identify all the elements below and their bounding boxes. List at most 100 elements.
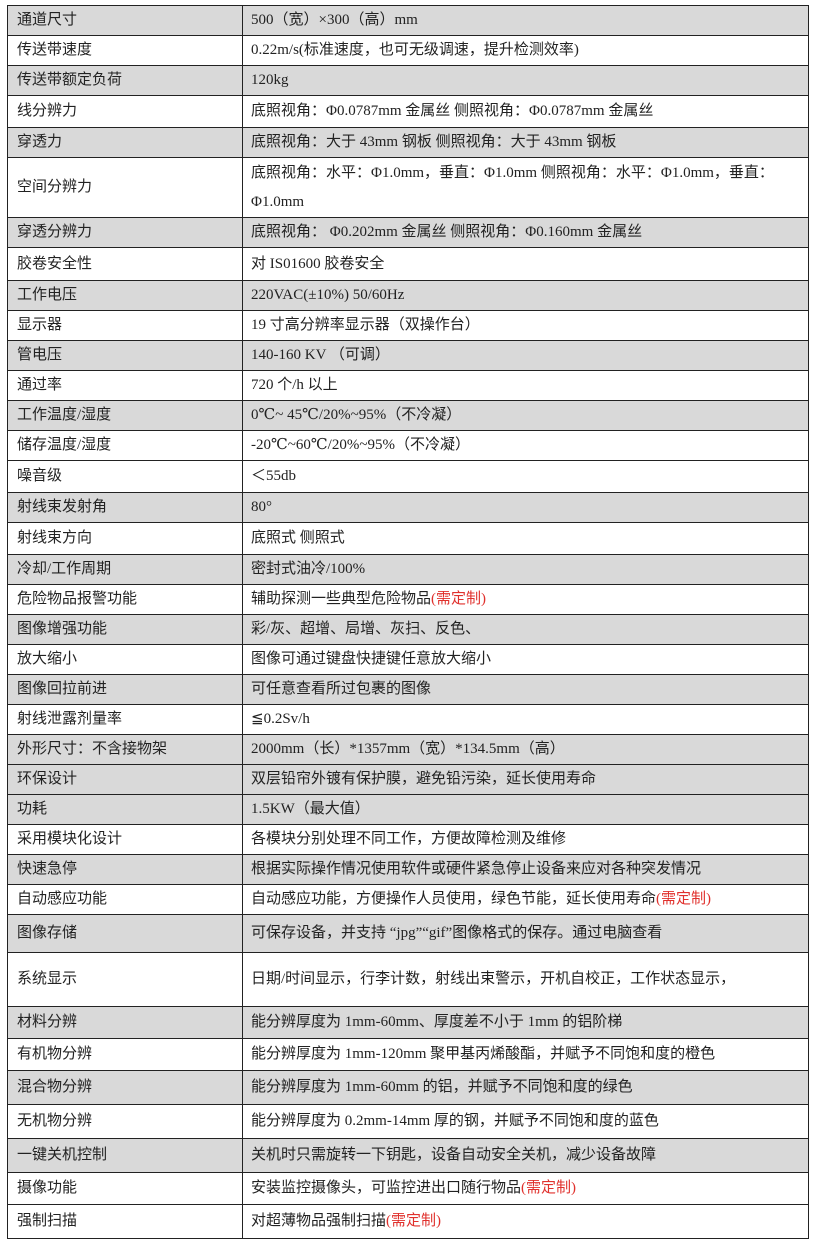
spec-label: 工作电压 [7,280,243,311]
spec-label: 无机物分辨 [7,1104,243,1139]
table-row: 一键关机控制 关机时只需旋转一下钥匙，设备自动安全关机，减少设备故障 [7,1138,809,1173]
table-row: 功耗 1.5KW（最大值） [7,794,809,825]
spec-label: 图像增强功能 [7,614,243,645]
spec-label: 工作温度/湿度 [7,400,243,431]
spec-value: -20℃~60℃/20%~95%（不冷凝） [251,437,470,453]
custom-order-note: (需定制) [431,591,487,607]
spec-label: 穿透分辨力 [7,217,243,248]
spec-label: 冷却/工作周期 [7,554,243,585]
custom-order-note: (需定制) [656,891,712,907]
spec-value-cell: 底照式 侧照式 [242,522,809,555]
table-row: 摄像功能 安装监控摄像头，可监控进出口随行物品(需定制) [7,1172,809,1205]
spec-value-cell: 500（宽）×300（高）mm [242,5,809,36]
spec-value: 底照视角：大于 43mm 钢板 侧照视角：大于 43mm 钢板 [251,134,617,150]
spec-value-cell: 120kg [242,65,809,96]
spec-value-cell: 底照视角：水平：Φ1.0mm，垂直：Φ1.0mm 侧照视角：水平：Φ1.0mm，… [242,157,809,218]
spec-value-cell: 1.5KW（最大值） [242,794,809,825]
spec-value: ＜55db [251,468,297,484]
spec-value-cell: ＜55db [242,460,809,493]
table-row: 储存温度/湿度 -20℃~60℃/20%~95%（不冷凝） [7,430,809,461]
spec-value-cell: 日期/时间显示，行李计数，射线出束警示，开机自校正，工作状态显示， [242,952,809,1007]
spec-value: 0℃~ 45℃/20%~95%（不冷凝） [251,407,462,423]
spec-value: 720 个/h 以上 [251,377,338,393]
spec-value-cell: 能分辨厚度为 1mm-120mm 聚甲基丙烯酸酯，并赋予不同饱和度的橙色 [242,1038,809,1071]
spec-value-cell: 双层铅帘外镀有保护膜，避免铅污染，延长使用寿命 [242,764,809,795]
table-row: 空间分辨力 底照视角：水平：Φ1.0mm，垂直：Φ1.0mm 侧照视角：水平：Φ1… [7,157,809,218]
spec-value: 能分辨厚度为 0.2mm-14mm 厚的钢，并赋予不同饱和度的蓝色 [251,1113,659,1129]
spec-value-cell: 0℃~ 45℃/20%~95%（不冷凝） [242,400,809,431]
spec-value: 安装监控摄像头，可监控进出口随行物品 [251,1180,522,1196]
spec-value-cell: 底照视角：Φ0.0787mm 金属丝 侧照视角：Φ0.0787mm 金属丝 [242,95,809,128]
spec-value: 1.5KW（最大值） [251,801,370,817]
custom-order-note: (需定制) [521,1180,577,1196]
spec-value: 120kg [251,72,289,88]
spec-label: 管电压 [7,340,243,371]
spec-label: 射线泄露剂量率 [7,704,243,735]
spec-label: 一键关机控制 [7,1138,243,1173]
spec-label: 外形尺寸：不含接物架 [7,734,243,765]
spec-value: 能分辨厚度为 1mm-60mm 的铝，并赋予不同饱和度的绿色 [251,1079,633,1095]
table-row: 图像存储 可保存设备，并支持 “jpg”“gif”图像格式的保存。通过电脑查看 [7,914,809,953]
spec-label: 采用模块化设计 [7,824,243,855]
spec-label: 快速急停 [7,854,243,885]
spec-value-cell: 2000mm（长）*1357mm（宽）*134.5mm（高） [242,734,809,765]
spec-value: 底照视角：Φ0.0787mm 金属丝 侧照视角：Φ0.0787mm 金属丝 [251,103,654,119]
table-row: 射线泄露剂量率 ≦0.2Sv/h [7,704,809,735]
spec-label: 射线束方向 [7,522,243,555]
spec-table-body: 通道尺寸 500（宽）×300（高）mm 传送带速度 0.22m/s(标准速度，也可无… [7,5,809,1239]
table-row: 放大缩小 图像可通过键盘快捷键任意放大缩小 [7,644,809,675]
spec-value-cell: 安装监控摄像头，可监控进出口随行物品(需定制) [242,1172,809,1205]
spec-value-cell: 0.22m/s(标准速度，也可无级调速，提升检测效率) [242,35,809,66]
spec-value: 2000mm（长）*1357mm（宽）*134.5mm（高） [251,741,565,757]
spec-value: 19 寸高分辨率显示器（双操作台） [251,317,480,333]
spec-label: 空间分辨力 [7,157,243,218]
spec-value-cell: -20℃~60℃/20%~95%（不冷凝） [242,430,809,461]
spec-value-cell: 关机时只需旋转一下钥匙，设备自动安全关机，减少设备故障 [242,1138,809,1173]
spec-value: 底照视角： Φ0.202mm 金属丝 侧照视角：Φ0.160mm 金属丝 [251,224,643,240]
spec-label: 图像存储 [7,914,243,953]
spec-value: 对 IS01600 胶卷安全 [251,255,385,272]
table-row: 射线束发射角 80° [7,492,809,523]
table-row: 材料分辨 能分辨厚度为 1mm-60mm、厚度差不小于 1mm 的铝阶梯 [7,1006,809,1039]
spec-value-cell: 对超薄物品强制扫描(需定制) [242,1204,809,1239]
spec-value: 根据实际操作情况使用软件或硬件紧急停止设备来应对各种突发情况 [251,861,702,877]
spec-table: 通道尺寸 500（宽）×300（高）mm 传送带速度 0.22m/s(标准速度，也可无… [7,5,809,1239]
spec-label: 材料分辨 [7,1006,243,1039]
spec-value: 密封式油冷/100% [251,561,366,577]
table-row: 无机物分辨 能分辨厚度为 0.2mm-14mm 厚的钢，并赋予不同饱和度的蓝色 [7,1104,809,1139]
table-row: 危险物品报警功能 辅助探测一些典型危险物品(需定制) [7,584,809,615]
spec-value-cell: 220VAC(±10%) 50/60Hz [242,280,809,311]
spec-value-cell: 彩/灰、超增、局增、灰扫、反色、 [242,614,809,645]
spec-label: 射线束发射角 [7,492,243,523]
spec-label: 胶卷安全性 [7,247,243,281]
spec-label: 通道尺寸 [7,5,243,36]
table-row: 环保设计 双层铅帘外镀有保护膜，避免铅污染，延长使用寿命 [7,764,809,795]
table-row: 线分辨力 底照视角：Φ0.0787mm 金属丝 侧照视角：Φ0.0787mm 金属… [7,95,809,128]
spec-label: 线分辨力 [7,95,243,128]
spec-value-cell: 各模块分别处理不同工作，方便故障检测及维修 [242,824,809,855]
table-row: 传送带额定负荷 120kg [7,65,809,96]
table-row: 系统显示 日期/时间显示，行李计数，射线出束警示，开机自校正，工作状态显示， [7,952,809,1007]
spec-value-cell: 可任意查看所过包裹的图像 [242,674,809,705]
table-row: 通道尺寸 500（宽）×300（高）mm [7,5,809,36]
spec-label: 摄像功能 [7,1172,243,1205]
table-row: 强制扫描 对超薄物品强制扫描(需定制) [7,1204,809,1239]
spec-value: 辅助探测一些典型危险物品 [251,591,432,607]
spec-value: 底照视角：水平：Φ1.0mm，垂直：Φ1.0mm 侧照视角：水平：Φ1.0mm，… [251,164,774,210]
table-row: 传送带速度 0.22m/s(标准速度，也可无级调速，提升检测效率) [7,35,809,66]
spec-value-cell: 能分辨厚度为 1mm-60mm 的铝，并赋予不同饱和度的绿色 [242,1070,809,1105]
spec-label: 功耗 [7,794,243,825]
spec-value: 500（宽）×300（高）mm [251,12,418,28]
table-row: 外形尺寸：不含接物架 2000mm（长）*1357mm（宽）*134.5mm（高） [7,734,809,765]
spec-value-cell: 19 寸高分辨率显示器（双操作台） [242,310,809,341]
spec-value: 双层铅帘外镀有保护膜，避免铅污染，延长使用寿命 [251,771,597,787]
table-row: 自动感应功能 自动感应功能，方便操作人员使用，绿色节能，延长使用寿命(需定制) [7,884,809,915]
spec-value-cell: 底照视角：大于 43mm 钢板 侧照视角：大于 43mm 钢板 [242,127,809,158]
spec-value-cell: 自动感应功能，方便操作人员使用，绿色节能，延长使用寿命(需定制) [242,884,809,915]
spec-label: 噪音级 [7,460,243,493]
spec-value: 各模块分别处理不同工作，方便故障检测及维修 [251,831,567,847]
spec-value: 日期/时间显示，行李计数，射线出束警示，开机自校正，工作状态显示， [251,971,736,987]
table-row: 胶卷安全性对 IS01600 胶卷安全 [7,247,809,281]
table-row: 工作电压 220VAC(±10%) 50/60Hz [7,280,809,311]
spec-value: 140-160 KV （可调） [251,347,390,363]
